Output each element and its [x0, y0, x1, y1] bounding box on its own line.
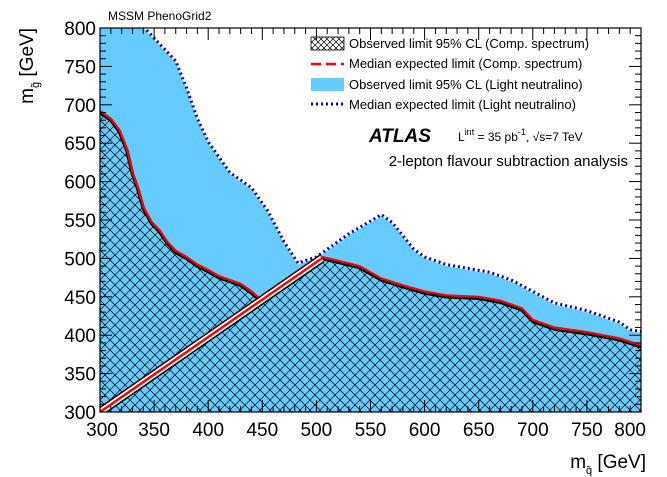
kinematic-diagonal: [100, 254, 325, 412]
light-neutralino-expected-line: [142, 28, 641, 333]
y-tick-label: 600: [64, 173, 96, 194]
x-tick-label: 650: [463, 420, 495, 441]
x-tick-label: 350: [138, 420, 170, 441]
comp-spectrum-expected-line: [100, 110, 641, 347]
legend-label-obs-comp: Observed limit 95% CL (Comp. spectrum): [349, 36, 589, 51]
x-tick-label: 400: [192, 420, 224, 441]
comp-spectrum-hatched-area: [100, 112, 641, 412]
grid-label: MSSM PhenoGrid2: [108, 9, 212, 23]
x-tick-label: 450: [246, 420, 278, 441]
x-tick-label: 750: [571, 420, 603, 441]
legend-swatch-obs-comp: [310, 36, 345, 51]
y-tick-label: 500: [64, 249, 96, 270]
x-tick-label: 700: [517, 420, 549, 441]
x-tick-label: 600: [409, 420, 441, 441]
x-axis-title: mq̃ [GeV]: [570, 452, 646, 477]
x-axis-ticks: [99, 28, 642, 412]
legend: Observed limit 95% CL (Comp. spectrum) M…: [310, 36, 589, 112]
y-axis-ticks: [100, 27, 641, 413]
y-tick-label: 650: [64, 134, 96, 155]
legend-label-exp-comp: Median expected limit (Comp. spectrum): [349, 56, 582, 71]
x-tick-label: 500: [301, 420, 333, 441]
x-axis-tick-labels: 300 350 400 450 500 550 600 650 700 750 800: [86, 420, 646, 441]
x-tick-label: 800: [614, 420, 646, 441]
y-tick-label: 750: [64, 57, 96, 78]
luminosity-label: Lint = 35 pb-1, √s=7 TeV: [458, 127, 583, 144]
atlas-label: ATLAS: [368, 126, 431, 147]
y-tick-label: 300: [64, 403, 96, 424]
y-tick-label: 450: [64, 288, 96, 309]
legend-label-exp-light: Median expected limit (Light neutralino): [349, 97, 576, 112]
y-tick-label: 800: [64, 19, 96, 40]
x-tick-label: 550: [355, 420, 387, 441]
analysis-label: 2-lepton flavour subtraction analysis: [389, 153, 628, 170]
y-tick-label: 550: [64, 211, 96, 232]
y-axis-tick-labels: 300 350 400 450 500 550 600 650 700 750 800: [64, 19, 96, 424]
legend-label-obs-light: Observed limit 95% CL (Light neutralino): [349, 77, 583, 92]
legend-swatch-obs-light: [311, 78, 344, 91]
y-tick-label: 350: [64, 365, 96, 386]
y-tick-label: 700: [64, 96, 96, 117]
y-tick-label: 400: [64, 326, 96, 347]
y-axis-title: mg̃ [GeV]: [17, 28, 42, 104]
x-tick-label: 300: [86, 420, 118, 441]
